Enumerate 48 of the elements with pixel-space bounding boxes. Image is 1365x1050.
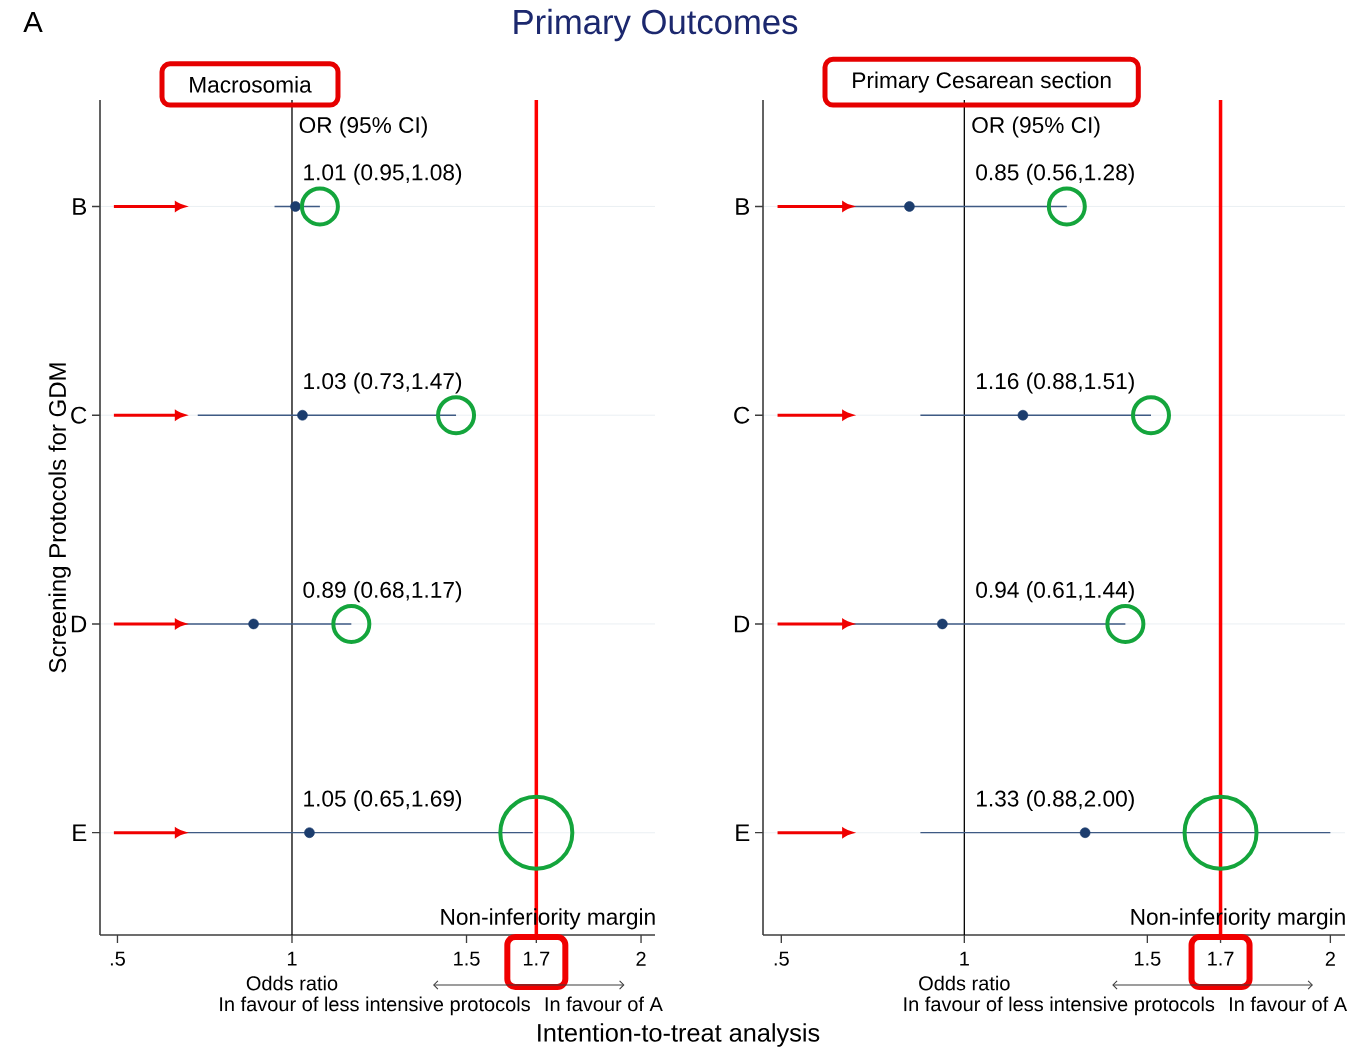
text: In favour of less intensive protocols [220,996,530,1016]
point [290,201,301,212]
data-label: 0.85 (0.56,1.28) [976,163,1134,185]
x-axis-title: Odds ratio [919,975,1010,991]
y-tick-label: E [73,824,87,841]
data-label: 1.05 (0.65,1.69) [304,790,462,812]
x-tick-label: .5 [110,951,125,966]
point [304,827,315,838]
annotation: OR (95% CI) [299,116,427,138]
point [937,618,948,630]
y-tick-label: D [734,615,750,633]
chart-title: Macrosomia [190,76,312,93]
data-label: 0.89 (0.68,1.17) [303,581,462,603]
y-tick-label: C [734,406,750,424]
point [1079,827,1091,838]
y-tick-label: B [73,198,87,215]
data-label: 0.94 (0.61,1.44) [976,581,1134,603]
x-tick-label: 1.5 [1134,951,1161,966]
point [904,201,915,212]
y-axis-title: Screening Protocols for GDM [48,363,71,673]
text: In favour of less intensive protocols [904,996,1215,1016]
y-tick-label: E [736,824,750,841]
x-tick-label: .5 [774,951,789,966]
data-label: 1.03 (0.73,1.47) [304,372,462,394]
x-tick-label: 1.7 [1208,951,1234,966]
x-tick-label: 2 [1325,951,1335,966]
y-tick-label: D [71,615,87,633]
text: In favour of A [545,996,663,1012]
x-tick-label: 2 [636,951,646,966]
y-tick-label: B [736,198,750,215]
data-label: 1.01 (0.95,1.08) [304,163,462,185]
y-tick-label: C [71,406,87,424]
x-tick-label: 1 [960,951,969,966]
chart-title: Primary Cesarean section [853,71,1111,93]
text: In favour of A [1229,996,1348,1012]
annotation: OR (95% CI) [972,116,1100,138]
data-label: 1.16 (0.88,1.51) [977,372,1134,394]
x-tick-label: 1.5 [454,951,480,966]
text: A [23,11,43,33]
data-label: 1.33 (0.88,2.00) [977,790,1134,812]
point [248,618,259,630]
x-axis-title: Odds ratio [246,975,338,991]
x-tick-label: 1.7 [523,951,550,966]
point [297,409,308,421]
text: Primary Outcomes [514,8,798,42]
x-tick-label: 1 [287,951,297,966]
text: Intention-to-treat analysis [538,1023,820,1047]
point [1017,409,1029,421]
